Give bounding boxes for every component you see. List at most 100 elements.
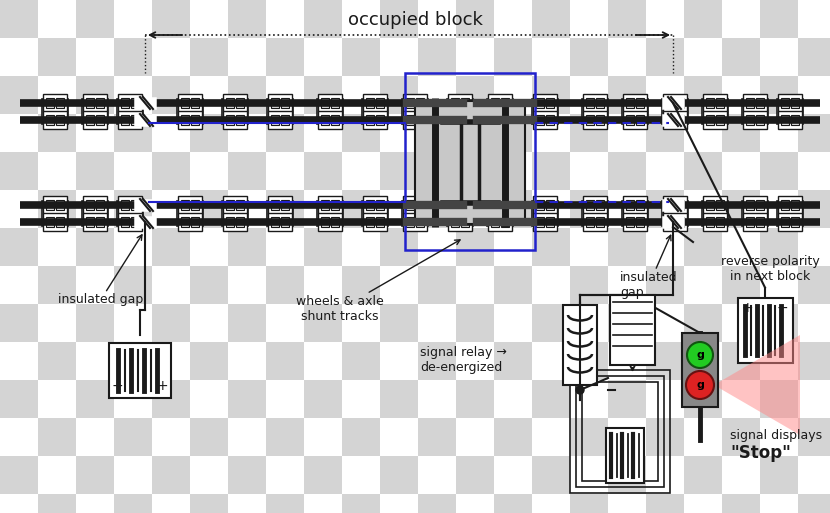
Bar [622, 99, 648, 124]
Bar [342, 342, 380, 380]
Bar [117, 99, 143, 124]
Bar [38, 304, 76, 342]
Bar [636, 217, 644, 227]
Bar [586, 217, 594, 227]
Bar [304, 76, 342, 114]
Bar [456, 38, 494, 76]
Bar [152, 418, 190, 456]
Bar [666, 98, 674, 108]
Bar [121, 98, 129, 108]
Bar [746, 217, 754, 227]
Bar [722, 76, 760, 114]
Bar [684, 494, 722, 513]
Bar [266, 38, 304, 76]
Bar [46, 200, 54, 210]
Bar [491, 200, 499, 210]
Bar [636, 200, 644, 210]
Bar [456, 152, 494, 190]
Bar [76, 380, 114, 418]
Bar [760, 342, 798, 380]
Bar [416, 98, 424, 108]
Bar [223, 213, 247, 231]
Bar [152, 114, 190, 152]
Bar [304, 114, 342, 152]
Bar [536, 98, 544, 108]
Bar [318, 94, 342, 112]
Bar [626, 115, 634, 125]
Bar [722, 418, 760, 456]
Bar [610, 295, 655, 365]
Bar [666, 217, 674, 227]
Bar [317, 99, 343, 124]
Bar [676, 217, 684, 227]
Bar [418, 190, 456, 228]
Bar [447, 201, 473, 226]
Bar [86, 200, 94, 210]
Bar [266, 76, 304, 114]
Bar [376, 98, 384, 108]
Bar [342, 494, 380, 513]
Bar [570, 114, 608, 152]
Text: g: g [696, 350, 704, 360]
Bar [608, 0, 646, 38]
Bar [722, 152, 760, 190]
Bar [608, 304, 646, 342]
Bar [646, 228, 684, 266]
Bar [380, 228, 418, 266]
Bar [281, 200, 289, 210]
Bar [223, 196, 247, 214]
Bar [684, 266, 722, 304]
Bar [114, 0, 152, 38]
Bar [798, 304, 830, 342]
Bar [236, 200, 244, 210]
Bar [304, 190, 342, 228]
Bar [56, 98, 64, 108]
Bar [86, 115, 94, 125]
Bar [222, 201, 248, 226]
Bar [86, 217, 94, 227]
Bar [663, 94, 687, 112]
Bar [586, 200, 594, 210]
Bar [190, 76, 228, 114]
Bar [760, 228, 798, 266]
Circle shape [576, 386, 584, 394]
Bar [0, 304, 38, 342]
Bar [448, 111, 472, 129]
Bar [570, 0, 608, 38]
Bar [596, 98, 604, 108]
Bar [363, 213, 387, 231]
Bar [706, 217, 714, 227]
Bar [488, 94, 512, 112]
Bar [746, 98, 754, 108]
Bar [532, 114, 570, 152]
Bar [342, 418, 380, 456]
Bar [266, 380, 304, 418]
Bar [623, 94, 647, 112]
Bar [798, 0, 830, 38]
Bar [178, 213, 202, 231]
Bar [228, 456, 266, 494]
Bar [623, 213, 647, 231]
Bar [532, 201, 558, 226]
Bar [488, 213, 512, 231]
Bar [406, 115, 414, 125]
Bar [366, 200, 374, 210]
Bar [121, 200, 129, 210]
Bar [722, 190, 760, 228]
Bar [596, 115, 604, 125]
Bar [456, 228, 494, 266]
Bar [684, 0, 722, 38]
Bar [190, 0, 228, 38]
Bar [76, 304, 114, 342]
Bar [223, 94, 247, 112]
Bar [380, 38, 418, 76]
Bar [532, 304, 570, 342]
Bar [236, 217, 244, 227]
Bar [281, 98, 289, 108]
Bar [131, 217, 139, 227]
Bar [798, 76, 830, 114]
Bar [266, 266, 304, 304]
Polygon shape [714, 335, 800, 435]
Bar [96, 217, 104, 227]
Bar [121, 217, 129, 227]
